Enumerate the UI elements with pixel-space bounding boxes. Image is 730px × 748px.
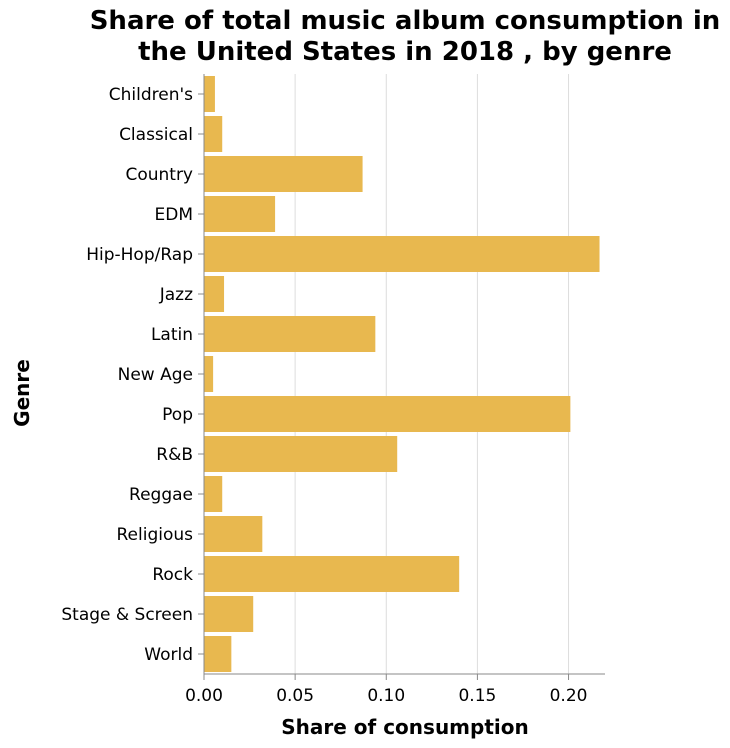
bar bbox=[204, 556, 460, 592]
bar bbox=[204, 236, 600, 272]
x-tick-label: 0.15 bbox=[458, 686, 496, 706]
bar bbox=[204, 76, 215, 112]
x-tick-label: 0.10 bbox=[367, 686, 405, 706]
y-tick-label: World bbox=[144, 645, 193, 665]
bar bbox=[204, 396, 571, 432]
y-tick-label: Jazz bbox=[159, 285, 193, 305]
bar bbox=[204, 476, 223, 512]
y-tick-label: Country bbox=[125, 165, 193, 185]
y-axis-title: Genre bbox=[10, 359, 34, 427]
bar bbox=[204, 516, 263, 552]
bars bbox=[204, 76, 600, 672]
chart-title-line-1: Share of total music album consumption i… bbox=[90, 6, 721, 36]
bar bbox=[204, 636, 232, 672]
y-tick-label: R&B bbox=[156, 445, 193, 465]
axes: Children's Classical Country EDM Hip-Hop/Rap… bbox=[61, 74, 605, 706]
bar bbox=[204, 156, 363, 192]
y-tick-label: Latin bbox=[151, 325, 193, 345]
bar bbox=[204, 316, 376, 352]
bar bbox=[204, 116, 223, 152]
y-tick-label: Classical bbox=[119, 125, 193, 145]
bar bbox=[204, 196, 276, 232]
y-tick-label: Hip-Hop/Rap bbox=[86, 245, 193, 265]
x-axis-title: Share of consumption bbox=[281, 715, 528, 739]
x-tick-label: 0.20 bbox=[550, 686, 588, 706]
bar bbox=[204, 356, 214, 392]
y-tick-label: Children's bbox=[109, 85, 193, 105]
bar bbox=[204, 596, 254, 632]
y-tick-label: New Age bbox=[118, 365, 193, 385]
chart-title-line-2: the United States in 2018 , by genre bbox=[138, 37, 672, 67]
y-tick-label: Stage & Screen bbox=[61, 605, 193, 625]
y-tick-label: Reggae bbox=[129, 485, 193, 505]
bar bbox=[204, 276, 225, 312]
y-tick-label: Rock bbox=[152, 565, 193, 585]
bar bbox=[204, 436, 398, 472]
y-tick-label: EDM bbox=[155, 205, 194, 225]
y-tick-label: Pop bbox=[162, 405, 193, 425]
x-tick-label: 0.05 bbox=[276, 686, 314, 706]
y-tick-label: Religious bbox=[117, 525, 194, 545]
x-tick-label: 0.00 bbox=[185, 686, 223, 706]
